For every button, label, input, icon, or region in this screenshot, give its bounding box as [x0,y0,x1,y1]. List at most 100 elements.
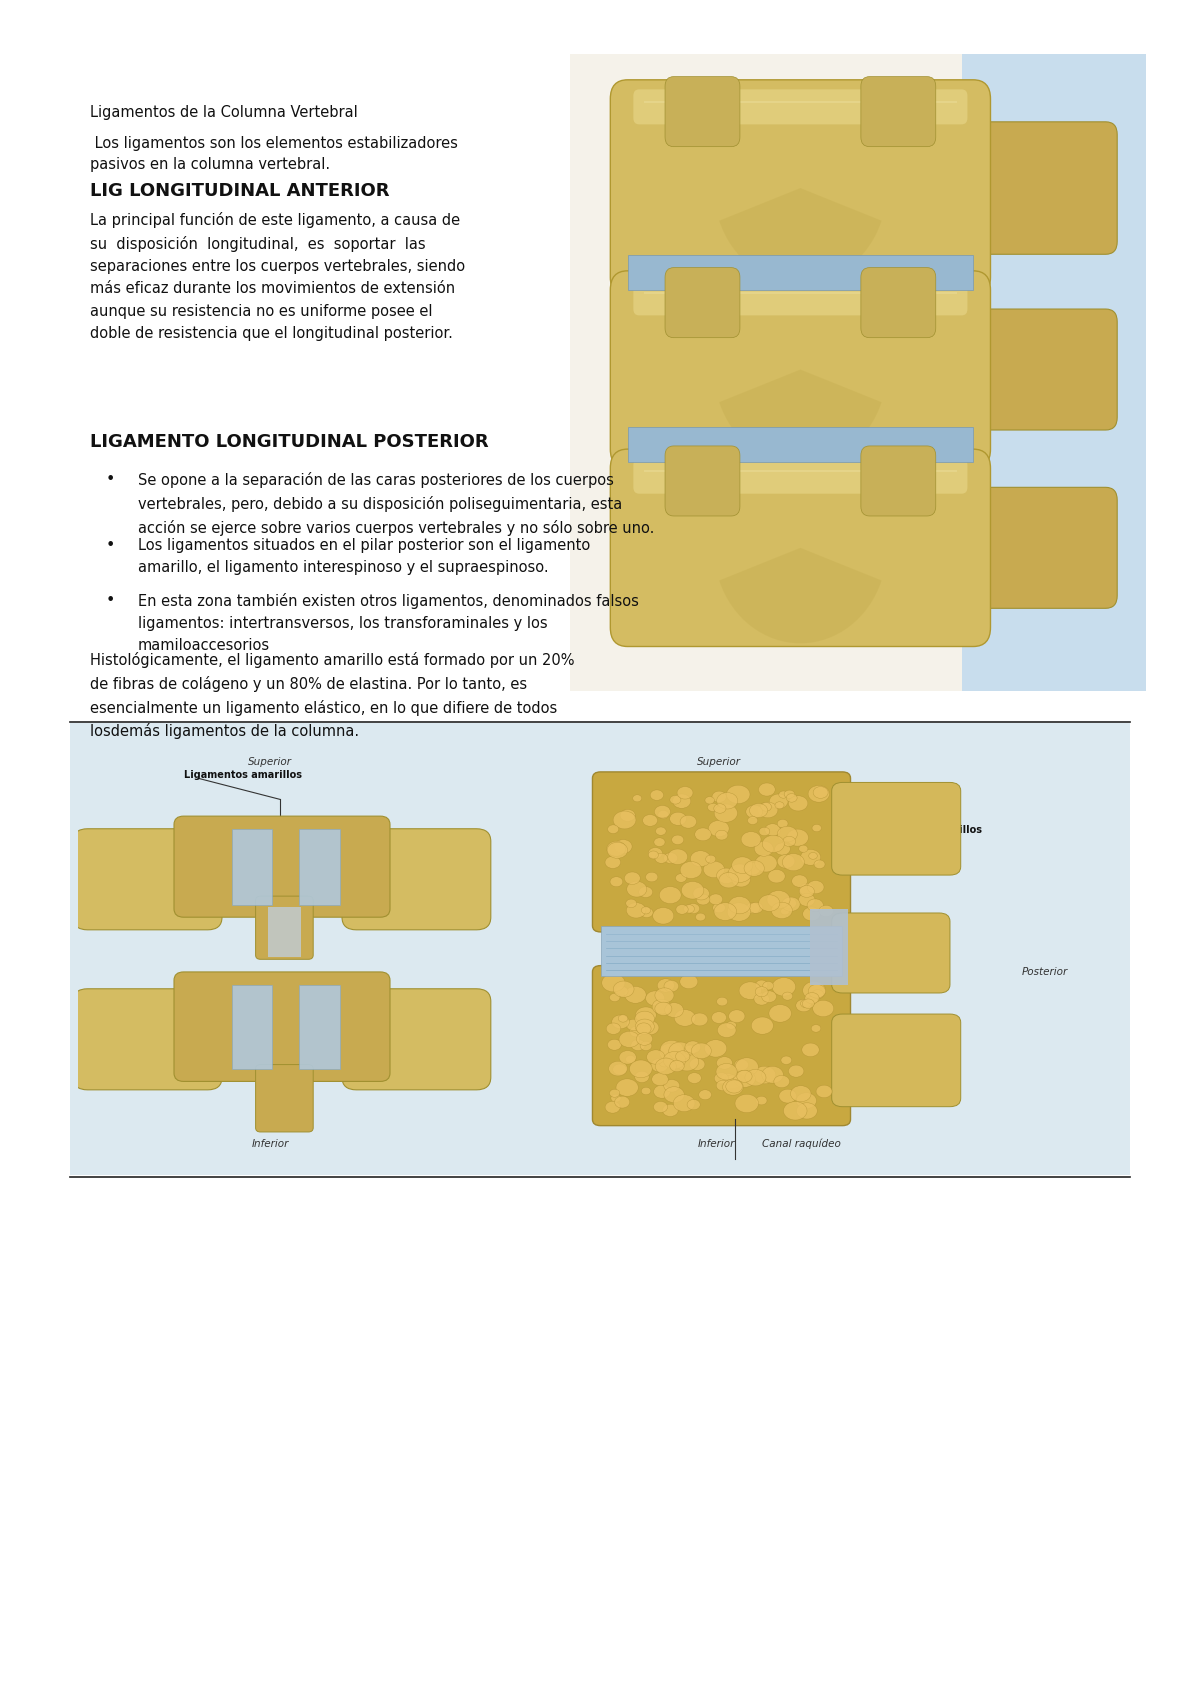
Circle shape [704,796,714,805]
Circle shape [714,803,726,813]
Circle shape [635,1010,654,1027]
FancyBboxPatch shape [174,971,390,1082]
Circle shape [664,1087,684,1102]
Circle shape [640,1041,652,1051]
Circle shape [782,992,793,1000]
Text: Ligamentos de la Columna Vertebral: Ligamentos de la Columna Vertebral [90,105,358,121]
Circle shape [607,842,628,857]
Circle shape [716,1056,732,1070]
Circle shape [676,874,686,883]
Circle shape [778,827,797,842]
Circle shape [655,827,666,835]
Circle shape [726,1020,737,1029]
Circle shape [755,841,773,856]
Circle shape [665,1004,684,1017]
Circle shape [808,985,826,998]
Circle shape [614,839,632,854]
Circle shape [803,907,821,920]
Text: Inferior: Inferior [251,1139,289,1150]
Circle shape [751,1017,773,1034]
Circle shape [763,981,774,990]
Circle shape [659,1043,682,1061]
Circle shape [764,824,780,835]
Circle shape [688,1073,701,1083]
Wedge shape [719,188,882,284]
Circle shape [613,981,634,997]
Circle shape [612,1015,629,1029]
Circle shape [714,805,738,822]
Circle shape [706,856,715,863]
Circle shape [688,1100,701,1110]
FancyBboxPatch shape [342,829,491,931]
Circle shape [742,832,761,847]
Circle shape [647,1049,665,1065]
Circle shape [736,1058,758,1077]
Circle shape [808,786,829,801]
FancyBboxPatch shape [593,966,851,1126]
Circle shape [746,903,760,914]
Circle shape [664,980,679,992]
Text: LIG LONGITUDINAL ANTERIOR: LIG LONGITUDINAL ANTERIOR [90,182,390,200]
Circle shape [736,1094,758,1112]
Circle shape [614,1097,630,1109]
Circle shape [654,1102,667,1112]
Circle shape [762,835,785,852]
Circle shape [714,903,737,920]
Circle shape [676,1053,698,1071]
Circle shape [732,873,750,886]
Circle shape [670,1060,684,1071]
Circle shape [734,1060,749,1070]
FancyBboxPatch shape [174,817,390,917]
Circle shape [684,905,695,914]
Circle shape [654,805,671,818]
Text: •: • [106,593,115,608]
Text: Ligamentos amarillos: Ligamentos amarillos [864,825,982,834]
Circle shape [605,856,620,868]
Circle shape [624,873,641,885]
Circle shape [802,1043,820,1056]
Circle shape [755,980,768,990]
Circle shape [754,1066,775,1083]
Circle shape [814,786,828,798]
Circle shape [784,790,794,798]
Circle shape [696,895,710,905]
Circle shape [708,803,718,812]
Circle shape [800,1000,811,1007]
Circle shape [664,852,678,864]
Bar [810,908,848,985]
Circle shape [799,885,815,897]
Circle shape [811,1024,821,1032]
Circle shape [662,1104,678,1117]
Circle shape [728,1010,745,1022]
FancyBboxPatch shape [256,897,313,959]
Circle shape [613,1065,626,1075]
FancyBboxPatch shape [634,458,967,494]
Circle shape [672,835,684,844]
Circle shape [716,1063,737,1080]
Circle shape [774,1075,790,1088]
Circle shape [606,1022,620,1034]
Text: En esta zona también existen otros ligamentos, denominados falsos
ligamentos: in: En esta zona también existen otros ligam… [138,593,638,654]
FancyBboxPatch shape [832,783,961,874]
Circle shape [739,981,762,1000]
Circle shape [792,874,808,888]
Circle shape [638,886,653,898]
Circle shape [676,905,688,914]
Circle shape [791,1085,811,1102]
Circle shape [769,1005,791,1022]
Text: Superior: Superior [248,757,292,767]
Circle shape [686,903,700,914]
Circle shape [648,851,659,859]
Circle shape [625,1056,635,1063]
Circle shape [762,1066,784,1083]
Circle shape [674,1010,696,1026]
Circle shape [788,1065,804,1077]
Circle shape [607,825,619,834]
Circle shape [726,1080,743,1094]
Circle shape [745,863,761,874]
FancyBboxPatch shape [967,122,1117,255]
Circle shape [696,914,706,920]
Circle shape [641,1020,659,1034]
Text: Se opone a la separación de las caras posteriores de los cuerpos
vertebrales, pe: Se opone a la separación de las caras po… [138,472,654,535]
Circle shape [695,829,712,841]
